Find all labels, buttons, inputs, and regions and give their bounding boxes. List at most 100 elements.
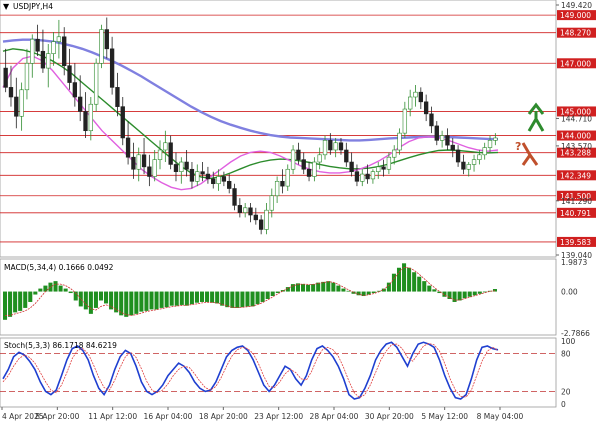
candle-body	[429, 113, 434, 127]
level-label: 145.000	[560, 107, 591, 116]
macd-bar	[472, 291, 477, 296]
candle-body	[72, 82, 78, 98]
candle-body	[51, 41, 56, 54]
macd-bar	[199, 291, 205, 302]
macd-bar	[311, 284, 316, 292]
axis-tick-label: 1.9873	[561, 258, 587, 267]
macd-bar	[184, 291, 189, 306]
candle-body	[99, 29, 104, 64]
macd-bar	[3, 291, 8, 320]
macd-signal-line	[5, 267, 496, 316]
macd-bar	[58, 285, 63, 292]
macd-bar	[124, 291, 129, 317]
level-tag	[557, 207, 596, 218]
macd-bar	[361, 291, 366, 297]
macd-bar	[346, 290, 351, 292]
candle-body	[301, 159, 306, 170]
candle-body	[30, 38, 35, 64]
macd-bar	[275, 291, 280, 294]
axis-tick-label: 141.290	[561, 197, 592, 206]
candle-body	[120, 106, 125, 139]
candle-body	[365, 173, 370, 180]
macd-bar	[174, 291, 179, 306]
macd-bar	[220, 291, 225, 306]
moving-average-line	[2, 48, 499, 180]
candle-body	[418, 91, 423, 103]
candle-body	[227, 181, 232, 189]
candle-body	[248, 207, 253, 216]
level-tag	[557, 58, 596, 69]
macd-bar	[391, 273, 396, 292]
level-label: 139.583	[560, 238, 591, 247]
macd-bar	[442, 291, 447, 297]
candlesticks	[3, 17, 498, 235]
level-label: 147.000	[560, 59, 591, 68]
axis-tick-label: 144.710	[561, 114, 592, 123]
macd-bar	[23, 291, 28, 308]
macd-bar	[230, 291, 235, 308]
macd-bar	[114, 291, 119, 313]
candle-body	[317, 154, 322, 163]
macd-bar	[326, 281, 331, 292]
level-tag	[557, 106, 596, 117]
stoch-line	[2, 343, 499, 399]
macd-bar	[331, 282, 336, 292]
macd-bar	[109, 291, 114, 310]
candle-body	[258, 219, 264, 230]
candle-body	[493, 137, 498, 141]
level-tag	[557, 236, 596, 247]
candle-body	[285, 168, 290, 187]
macd-bar	[336, 285, 341, 292]
candle-body	[173, 164, 179, 172]
macd-bar	[427, 285, 432, 292]
candle-body	[136, 154, 141, 170]
macd-bar	[154, 291, 159, 310]
macd-bar	[215, 291, 220, 304]
level-tag	[557, 170, 596, 181]
candle-body	[280, 181, 285, 187]
candle-body	[477, 154, 482, 160]
candle-body	[408, 96, 413, 110]
macd-bar	[225, 291, 230, 308]
candle-body	[221, 176, 227, 182]
candle-body	[14, 96, 19, 117]
macd-bar	[149, 291, 154, 310]
macd-bar	[265, 291, 270, 299]
candle-body	[205, 173, 211, 180]
macd-histogram	[3, 263, 497, 320]
level-label: 148.270	[560, 29, 591, 38]
macd-bar	[417, 276, 422, 292]
macd-bar	[240, 291, 245, 308]
macd-bar	[63, 288, 68, 292]
macd-bar	[381, 288, 386, 292]
macd-bar	[492, 289, 497, 292]
level-label: 142.349	[560, 171, 591, 180]
macd-bar	[386, 282, 391, 292]
candle-body	[306, 168, 312, 177]
macd-bar	[83, 291, 88, 310]
level-tag	[557, 27, 596, 38]
candle-body	[354, 171, 360, 182]
macd-bar	[437, 291, 442, 294]
macd-title: MACD(5,34,4) 0.1666 0.0492	[4, 263, 114, 272]
candle-body	[78, 96, 83, 112]
macd-bar	[407, 267, 412, 292]
time-tick-label: 18 Apr 20:00	[199, 412, 248, 421]
candle-body	[338, 142, 344, 151]
level-label: 141.500	[560, 192, 591, 201]
candle-body	[466, 164, 471, 170]
macd-bar	[8, 291, 13, 317]
chart-title: USDJPY,H4	[13, 2, 53, 11]
macd-bar	[38, 288, 43, 292]
candle-body	[360, 173, 365, 182]
candle-body	[19, 89, 24, 117]
candle-body	[370, 171, 376, 180]
macd-bar	[285, 287, 290, 292]
macd-bar	[462, 291, 467, 299]
candle-body	[211, 178, 216, 185]
macd-bar	[104, 291, 109, 304]
macd-bar	[194, 291, 199, 303]
macd-bar	[164, 291, 169, 308]
macd-bar	[255, 291, 260, 305]
candle-body	[450, 144, 455, 151]
